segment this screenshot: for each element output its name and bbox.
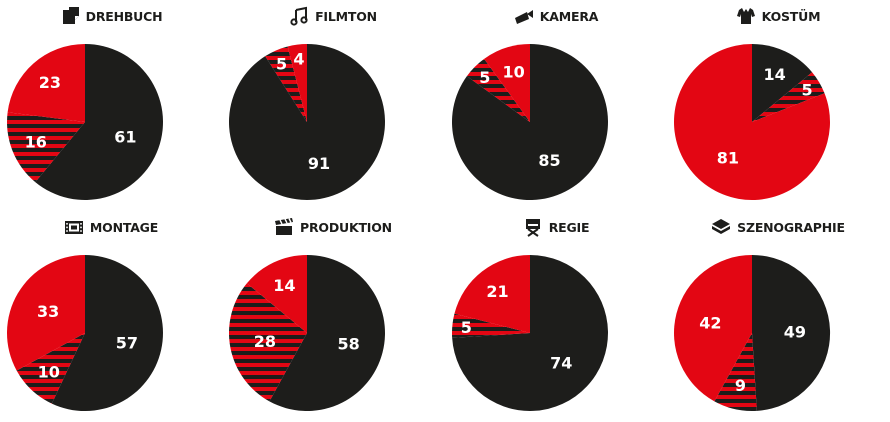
- camera-icon: [514, 10, 533, 24]
- slice-value-label: 5: [479, 68, 490, 87]
- pie-chart: 74 5 21: [451, 255, 608, 411]
- pie-chart-panel: KOSTÜM 14 5 81: [667, 0, 889, 211]
- pie-chart-panel: FILMTON 91 5 4: [222, 0, 444, 211]
- pie-slice-striped: [16, 333, 85, 404]
- pie-slice-red: [246, 255, 307, 333]
- pie-slice-red: [484, 44, 530, 122]
- pie-chart-panel: PRODUKTION 58 28 14: [222, 211, 444, 422]
- pie-slice-black: [452, 44, 609, 200]
- chart-header: SZENOGRAPHIE: [667, 215, 889, 239]
- chart-title: MONTAGE: [89, 219, 159, 235]
- pie-slice-striped: [7, 112, 86, 183]
- pie-slice-striped: [265, 46, 307, 123]
- slice-value-label: 49: [784, 323, 806, 342]
- pie-slice-black: [752, 254, 831, 411]
- slice-value-label: 74: [550, 353, 572, 372]
- script-icon: [62, 7, 79, 24]
- slice-value-label: 5: [276, 54, 287, 73]
- slice-value-label: 5: [802, 80, 813, 99]
- slice-value-label: 10: [38, 363, 60, 382]
- slice-value-label: 57: [116, 333, 138, 352]
- chart-header: KOSTÜM: [667, 4, 889, 28]
- slice-value-label: 14: [763, 65, 785, 84]
- pie-chart: 57 10 33: [7, 255, 163, 411]
- slice-value-label: 10: [502, 63, 524, 82]
- pie-slice-red: [454, 255, 530, 333]
- pie-slice-striped: [752, 72, 825, 122]
- pie-slice-black: [269, 255, 386, 412]
- pie-slice-red: [673, 44, 830, 200]
- pie-chart-panel: DREHBUCH 61 16 23: [0, 0, 222, 211]
- pie-chart: 85 5 10: [452, 44, 609, 200]
- chart-header: FILMTON: [222, 4, 444, 28]
- pie-slice-striped: [451, 313, 530, 338]
- pie-slice-red: [674, 255, 752, 402]
- chart-title: FILMTON: [315, 8, 377, 24]
- slice-value-label: 9: [735, 376, 746, 395]
- pie-chart: 58 28 14: [228, 255, 386, 412]
- pie-chart: 14 5 81: [673, 44, 830, 200]
- slice-value-label: 33: [37, 302, 59, 321]
- slice-value-label: 58: [337, 335, 359, 354]
- chart-title: KOSTÜM: [761, 8, 821, 24]
- chart-title: REGIE: [548, 219, 590, 235]
- pie-chart-panel: MONTAGE 57 10 33: [0, 211, 222, 422]
- pie-slice-striped: [466, 58, 530, 122]
- slice-value-label: 81: [717, 149, 739, 168]
- pie-chart: 91 5 4: [229, 44, 386, 201]
- pie-slice-black: [51, 255, 163, 411]
- pie-slice-red: [7, 44, 85, 122]
- pie-slice-black: [229, 44, 386, 201]
- slice-value-label: 61: [114, 128, 136, 147]
- slice-value-label: 42: [699, 313, 721, 332]
- pie-chart: 61 16 23: [7, 44, 163, 200]
- pie-slice-striped: [228, 283, 307, 402]
- chart-title: KAMERA: [539, 8, 599, 24]
- chart-title: PRODUKTION: [300, 219, 392, 235]
- pie-slice-black: [752, 44, 813, 122]
- pie-slice-black: [35, 44, 163, 200]
- slice-value-label: 85: [538, 151, 560, 170]
- clapperboard-icon: [275, 218, 294, 235]
- chart-header: MONTAGE: [0, 215, 222, 239]
- set-design-icon: [712, 219, 731, 234]
- chart-title: SZENOGRAPHIE: [737, 219, 845, 235]
- pie-chart-panel: SZENOGRAPHIE 49 9 42: [667, 211, 889, 422]
- slice-value-label: 14: [273, 276, 295, 295]
- slice-value-label: 16: [25, 133, 47, 152]
- chart-header: KAMERA: [445, 4, 667, 28]
- slice-value-label: 91: [308, 154, 330, 173]
- pie-chart-panel: REGIE 74 5 21: [445, 211, 667, 422]
- music-note-icon: [290, 6, 308, 26]
- slice-value-label: 28: [254, 332, 276, 351]
- chart-header: DREHBUCH: [0, 4, 222, 28]
- chart-header: PRODUKTION: [222, 215, 444, 239]
- pie-chart-panel: KAMERA 85 5 10: [445, 0, 667, 211]
- chart-header: REGIE: [445, 215, 667, 239]
- pie-slice-striped: [714, 333, 757, 412]
- film-strip-icon: [64, 221, 83, 234]
- director-chair-icon: [525, 219, 540, 237]
- pie-slice-red: [7, 255, 85, 371]
- chart-title: DREHBUCH: [85, 8, 163, 24]
- pie-slice-black: [452, 255, 608, 411]
- costume-icon: [736, 8, 755, 24]
- pie-chart: 49 9 42: [674, 254, 831, 412]
- slice-value-label: 23: [39, 73, 61, 92]
- slice-value-label: 5: [461, 318, 472, 337]
- pie-slice-red: [287, 44, 307, 122]
- slice-value-label: 4: [293, 50, 304, 69]
- slice-value-label: 21: [486, 282, 508, 301]
